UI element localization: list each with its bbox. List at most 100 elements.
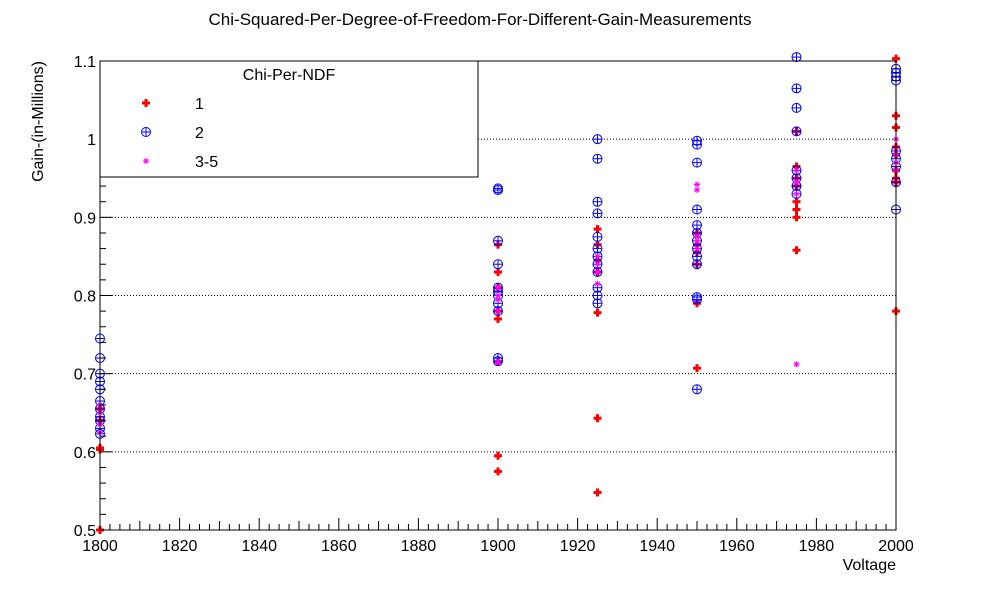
marker-d2 — [793, 179, 800, 185]
x-tick-label: 1860 — [321, 538, 357, 555]
data-point — [592, 196, 603, 207]
marker-d2 — [694, 234, 700, 240]
marker-d2 — [793, 191, 800, 197]
data-point — [495, 292, 501, 299]
data-point — [694, 186, 700, 193]
legend-label: 3-5 — [195, 154, 218, 171]
data-point — [792, 197, 801, 206]
data-point — [495, 284, 501, 291]
data-point — [495, 308, 501, 315]
legend: Chi-Per-NDF 1 2 3-5 — [99, 60, 479, 178]
y-tick-label: 0.7 — [74, 367, 96, 384]
marker-d2 — [594, 269, 601, 275]
data-point — [493, 259, 503, 270]
x-tick-label: 1940 — [639, 538, 675, 555]
y-tick-label: 1 — [87, 132, 96, 149]
data-point — [593, 488, 602, 497]
data-point — [593, 225, 602, 234]
x-tick-label: 1960 — [719, 538, 755, 555]
data-point — [692, 135, 702, 146]
data-point — [494, 314, 502, 323]
data-point — [594, 261, 601, 268]
grid-lines — [100, 138, 896, 453]
data-point — [593, 414, 602, 423]
data-point — [793, 167, 800, 174]
data-point — [792, 213, 801, 222]
data-point — [493, 235, 503, 246]
data-point — [692, 384, 702, 395]
x-tick-label: 1820 — [162, 538, 198, 555]
data-point — [592, 231, 603, 242]
x-tick-label: 1900 — [480, 538, 516, 555]
data-point — [494, 467, 502, 476]
marker-d2 — [594, 253, 601, 259]
data-point — [694, 245, 700, 252]
legend-label: 1 — [195, 96, 204, 113]
legend-label: 2 — [195, 125, 204, 142]
data-point — [793, 361, 800, 368]
marker-d2 — [143, 158, 149, 164]
x-tick-label: 1840 — [241, 538, 277, 555]
y-tick-label: 0.8 — [74, 289, 96, 306]
data-point — [495, 358, 501, 365]
data-point — [692, 292, 702, 303]
data-point — [592, 243, 603, 254]
data-point — [592, 153, 603, 164]
marker-d2 — [495, 308, 501, 314]
data-point — [592, 134, 603, 145]
marker-d2 — [793, 361, 800, 367]
data-point — [792, 246, 801, 255]
marker-d2 — [793, 167, 800, 173]
legend-marker — [143, 158, 149, 164]
data-point — [791, 126, 802, 137]
data-point — [793, 190, 800, 197]
data-point — [594, 253, 601, 260]
marker-d2 — [495, 285, 501, 291]
x-tick-label: 1920 — [560, 538, 596, 555]
y-axis-label: Gain-(in-Millions) — [30, 61, 47, 182]
x-tick-label: 1800 — [82, 538, 118, 555]
data-point — [593, 308, 602, 317]
marker-d2 — [495, 292, 501, 299]
x-tick-label: 1980 — [799, 538, 835, 555]
data-point — [692, 220, 702, 231]
x-tick-label: 1880 — [401, 538, 437, 555]
data-point — [494, 451, 502, 460]
y-tick-label: 0.5 — [74, 523, 96, 540]
data-point — [792, 205, 801, 214]
marker-d2 — [594, 261, 601, 267]
legend-box — [99, 60, 479, 178]
data-point — [692, 204, 702, 215]
chart-title: Chi-Squared-Per-Degree-of-Freedom-For-Di… — [209, 10, 752, 29]
marker-d2 — [694, 246, 700, 252]
y-tick-label: 0.6 — [74, 445, 96, 462]
y-tick-label: 1.1 — [74, 54, 96, 71]
data-point — [791, 52, 802, 63]
x-axis-label: Voltage — [843, 557, 896, 574]
data-point — [594, 269, 601, 276]
legend-entries: 1 2 3-5 — [141, 96, 218, 171]
data-point — [594, 280, 601, 287]
data-point — [494, 268, 502, 277]
marker-d2 — [694, 187, 700, 193]
data-point — [592, 208, 603, 219]
marker-d2 — [594, 281, 601, 287]
marker-d2 — [495, 296, 501, 302]
data-point — [493, 183, 503, 194]
x-tick-label: 2000 — [878, 538, 914, 555]
marker-d2 — [694, 181, 700, 188]
marker-d2 — [694, 238, 700, 244]
legend-title: Chi-Per-NDF — [243, 67, 336, 84]
legend-marker — [142, 99, 150, 107]
marker-d2 — [495, 359, 501, 365]
data-point — [694, 233, 700, 240]
data-point — [692, 157, 702, 168]
legend-marker — [141, 127, 151, 137]
data-point — [693, 364, 701, 373]
data-point — [791, 102, 802, 113]
data-point — [793, 179, 800, 186]
y-tick-label: 0.9 — [74, 210, 96, 227]
data-point — [791, 83, 802, 94]
axes: 0.5 0.6 0.7 0.8 0.9 1 1.1 1800 1820 1840 1860 1880 1… — [74, 54, 914, 555]
